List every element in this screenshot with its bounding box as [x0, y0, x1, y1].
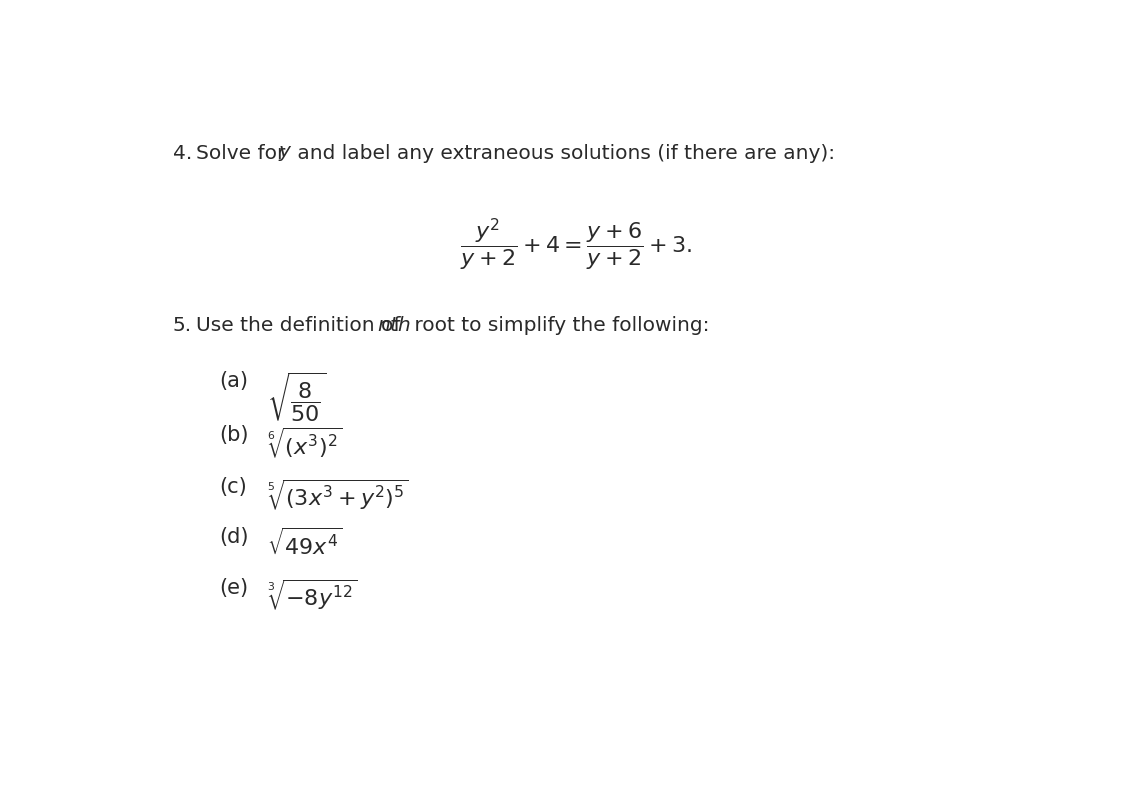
Text: (a): (a) — [219, 371, 249, 391]
Text: $\mathit{nth}$: $\mathit{nth}$ — [377, 316, 411, 335]
Text: (c): (c) — [219, 477, 246, 497]
Text: $\sqrt{\dfrac{8}{50}}$: $\sqrt{\dfrac{8}{50}}$ — [267, 371, 326, 424]
Text: root to simplify the following:: root to simplify the following: — [408, 316, 710, 335]
Text: (e): (e) — [219, 577, 249, 598]
Text: Solve for: Solve for — [196, 144, 291, 163]
Text: $\sqrt[6]{(x^3)^2}$: $\sqrt[6]{(x^3)^2}$ — [267, 425, 342, 460]
Text: and label any extraneous solutions (if there are any):: and label any extraneous solutions (if t… — [291, 144, 836, 163]
Text: Use the definition of: Use the definition of — [196, 316, 406, 335]
Text: $\dfrac{y^2}{y+2} + 4 = \dfrac{y+6}{y+2} + 3.$: $\dfrac{y^2}{y+2} + 4 = \dfrac{y+6}{y+2}… — [460, 217, 693, 274]
Text: $y$: $y$ — [278, 144, 292, 163]
Text: $\sqrt[5]{(3x^3 + y^2)^5}$: $\sqrt[5]{(3x^3 + y^2)^5}$ — [267, 477, 408, 512]
Text: 4.: 4. — [173, 144, 192, 163]
Text: $\sqrt[3]{-8y^{12}}$: $\sqrt[3]{-8y^{12}}$ — [267, 577, 358, 612]
Text: (b): (b) — [219, 425, 249, 445]
Text: 5.: 5. — [173, 316, 192, 335]
Text: $\sqrt{49x^4}$: $\sqrt{49x^4}$ — [267, 527, 342, 559]
Text: (d): (d) — [219, 527, 249, 547]
